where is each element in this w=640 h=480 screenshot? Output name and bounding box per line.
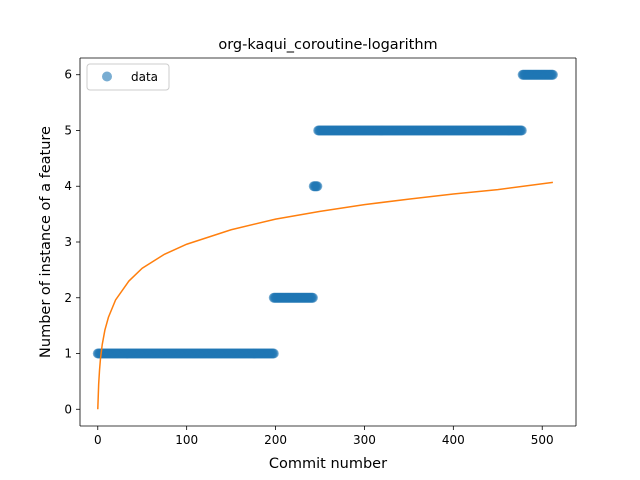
data-point [547,69,558,80]
x-axis-ticks: 0 100 200 300 400 500 [94,426,554,447]
legend-label-data: data [131,70,158,84]
data-point [268,348,279,359]
x-tick-label: 200 [264,433,287,447]
chart-title: org-kaqui_coroutine-logarithm [218,37,437,53]
y-axis-label: Number of instance of a feature [38,126,54,358]
x-tick-label: 0 [94,433,102,447]
x-tick-label: 100 [175,433,198,447]
data-point [516,125,527,136]
y-tick-label: 5 [64,123,72,137]
y-axis-ticks: 0 1 2 3 4 5 6 [64,68,80,416]
y-tick-label: 0 [64,402,72,416]
x-tick-label: 400 [442,433,465,447]
scatter-series-data [92,69,558,359]
fit-line [97,181,553,410]
legend-marker-data [102,71,112,82]
y-tick-label: 1 [64,347,72,361]
x-tick-label: 500 [531,433,554,447]
legend: data [86,63,170,91]
y-tick-label: 3 [64,235,72,249]
plot-area: 0 100 200 300 400 500 0 1 2 3 4 5 6 [64,57,577,447]
data-point [307,292,318,303]
y-tick-label: 2 [64,291,72,305]
x-tick-label: 300 [353,433,376,447]
legend-box [86,63,170,91]
x-axis-label: Commit number [269,456,387,472]
y-tick-label: 6 [64,68,72,82]
data-point [312,181,323,192]
y-tick-label: 4 [64,179,72,193]
